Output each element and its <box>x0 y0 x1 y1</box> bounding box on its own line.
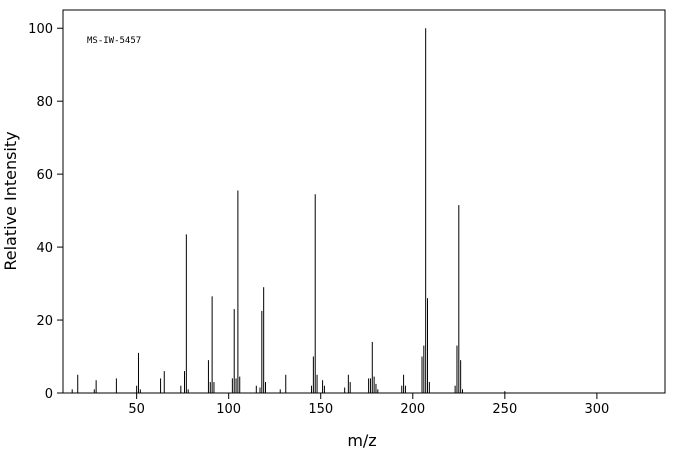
x-tick-label: 150 <box>308 402 333 417</box>
x-tick-label: 100 <box>216 402 241 417</box>
x-tick-label: 300 <box>584 402 609 417</box>
plot-frame <box>62 9 666 394</box>
x-axis-title: m/z <box>347 431 376 450</box>
x-tick-label: 50 <box>128 402 145 417</box>
y-tick-label: 0 <box>45 387 53 402</box>
annotation: MS-IW-5457 <box>87 36 141 46</box>
y-axis-title: Relative Intensity <box>1 131 20 270</box>
y-tick-label: 20 <box>36 314 53 329</box>
y-tick-label: 80 <box>36 95 53 110</box>
y-tick-label: 100 <box>28 22 53 37</box>
y-tick-label: 60 <box>36 168 53 183</box>
x-tick-label: 200 <box>400 402 425 417</box>
y-tick-label: 40 <box>36 241 53 256</box>
x-tick-label: 250 <box>492 402 517 417</box>
